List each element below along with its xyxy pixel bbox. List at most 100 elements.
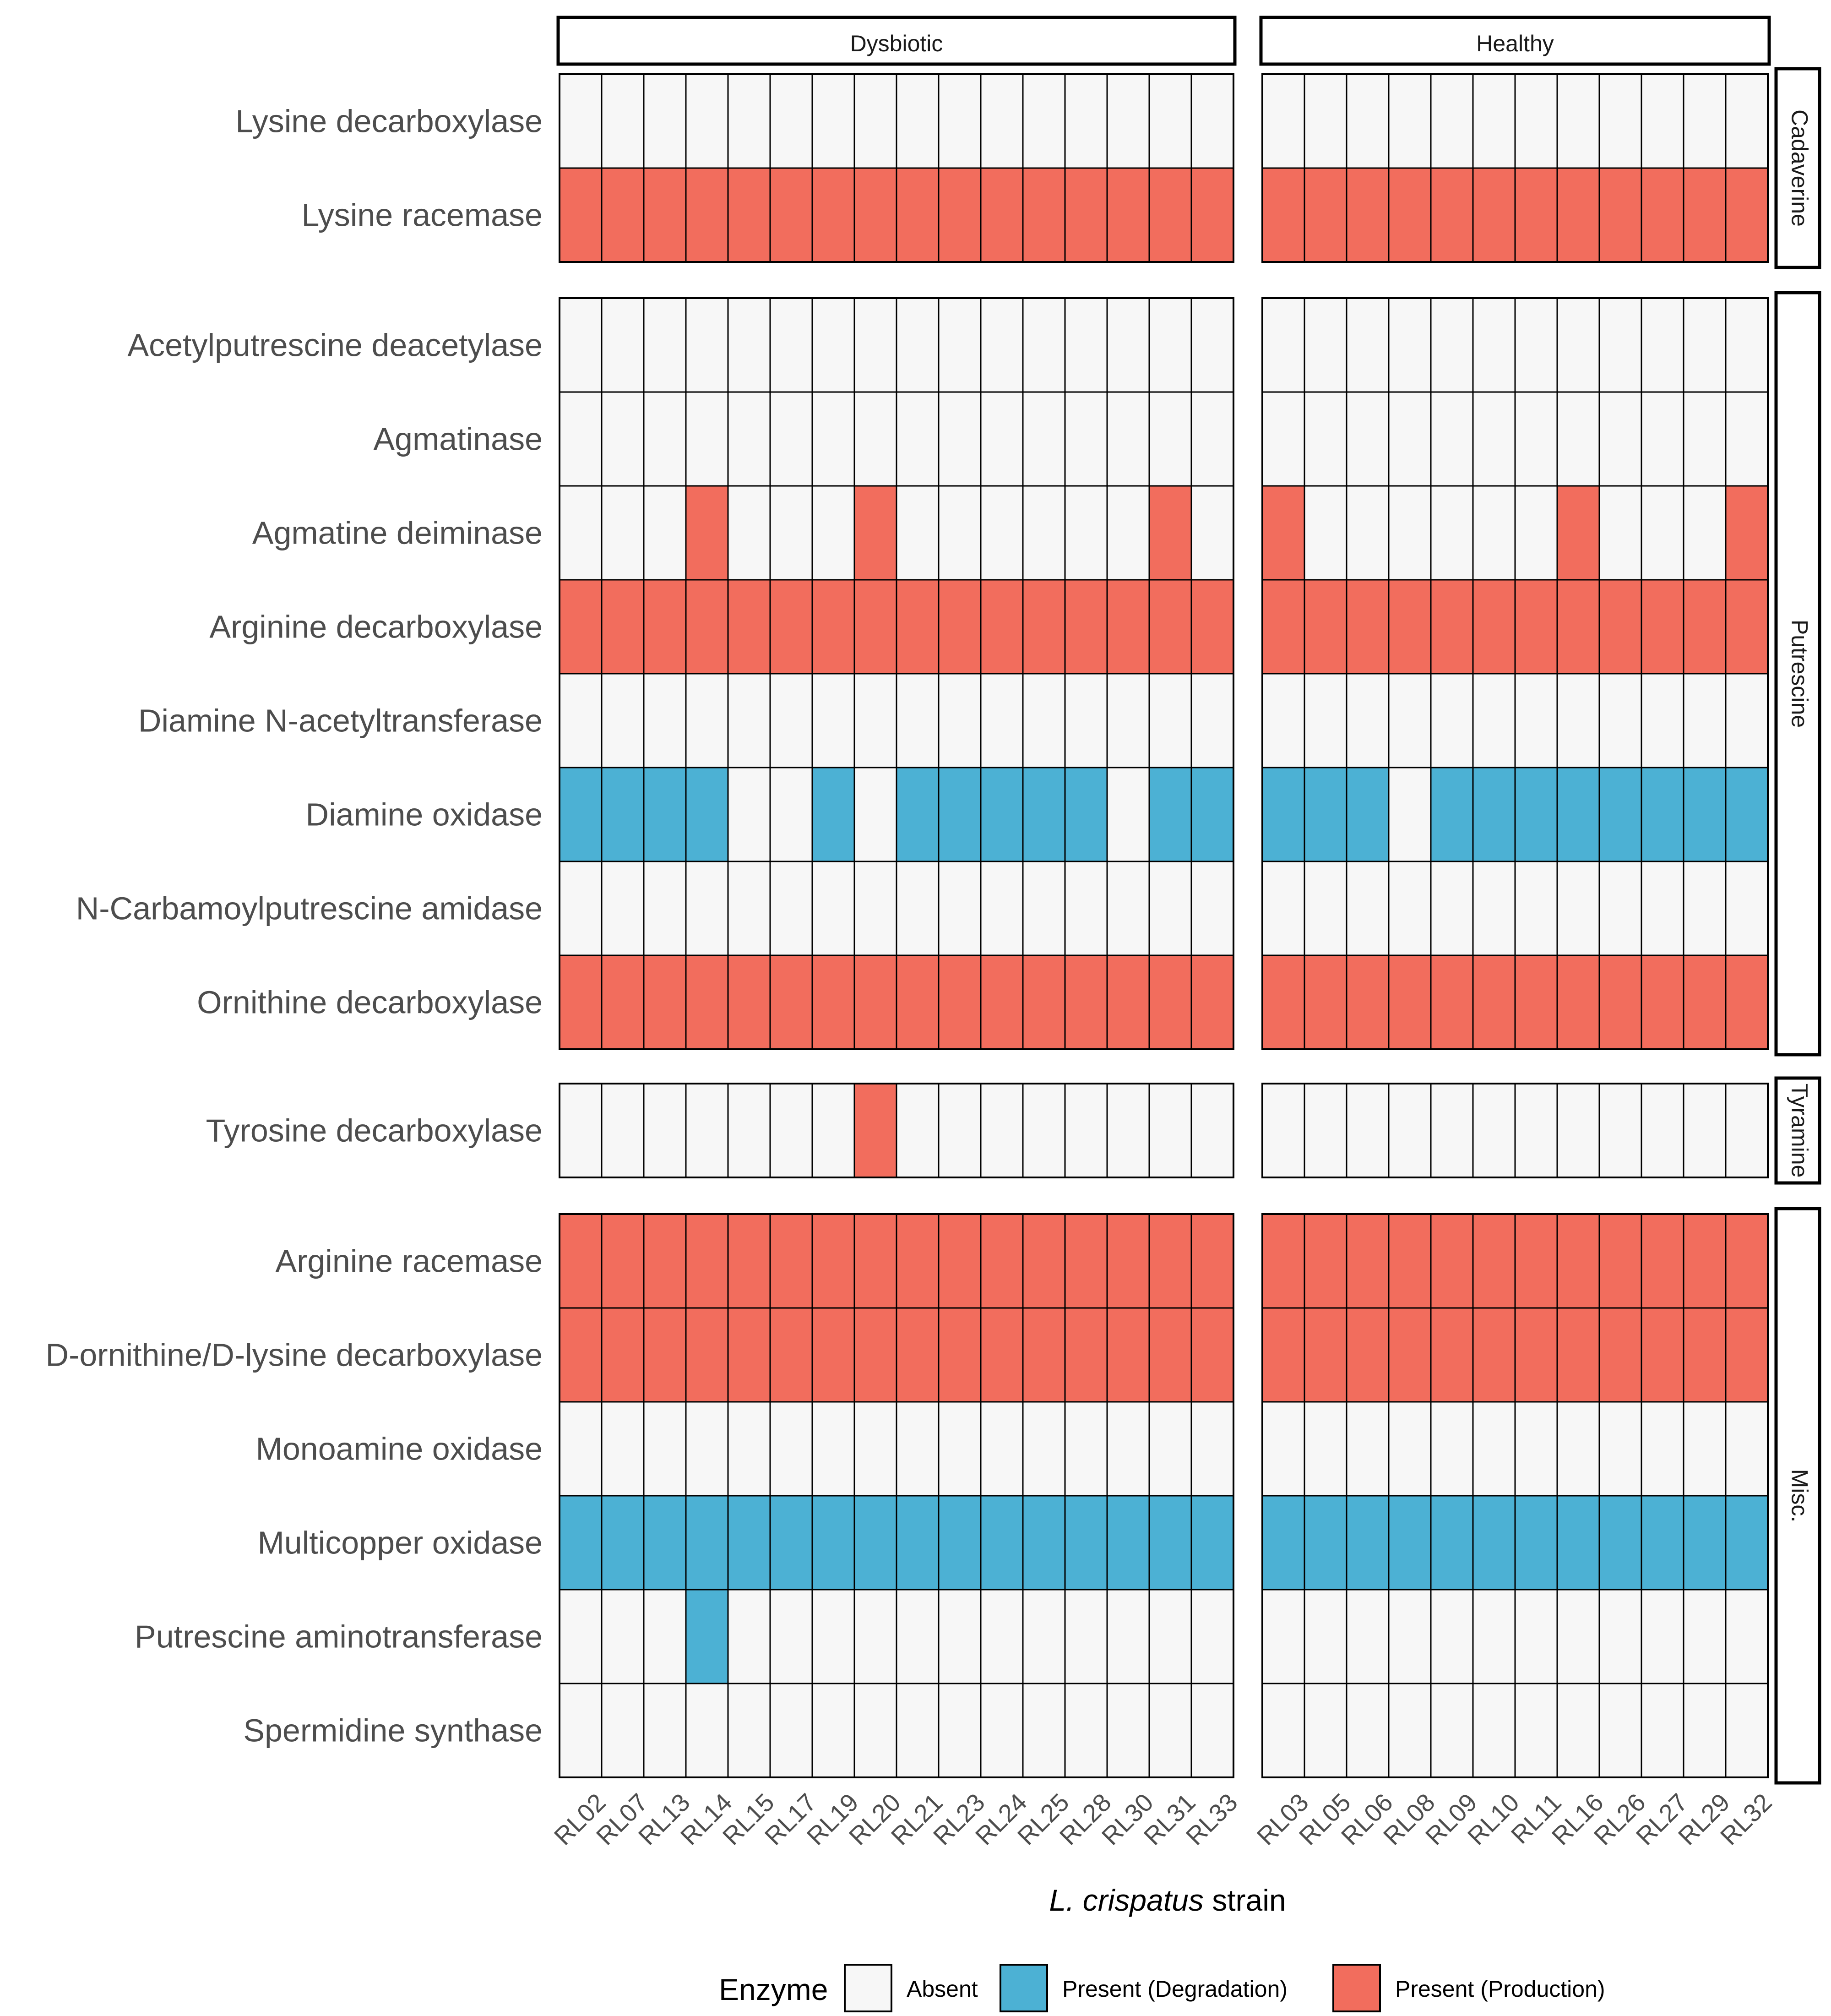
heatmap-cell: [1346, 1213, 1390, 1309]
heatmap-cell: [1725, 1213, 1769, 1309]
heatmap-cell: [1598, 1589, 1642, 1684]
heatmap-cell: [1683, 391, 1727, 487]
heatmap-cell: [1261, 391, 1305, 487]
heatmap-cell: [1064, 861, 1108, 956]
heatmap-cell: [1304, 861, 1347, 956]
heatmap-cell: [727, 579, 771, 675]
heatmap-cell: [1261, 1495, 1305, 1591]
heatmap-cell: [1190, 767, 1234, 862]
heatmap-cell: [980, 1083, 1024, 1178]
heatmap-cell: [1261, 579, 1305, 675]
heatmap-cell: [811, 673, 855, 768]
heatmap-cell: [1106, 1307, 1150, 1403]
heatmap-cell: [1725, 1307, 1769, 1403]
heatmap-cell: [938, 1589, 982, 1684]
heatmap-cell: [1304, 73, 1347, 169]
heatmap-cell: [980, 1495, 1024, 1591]
heatmap-cell: [1388, 1401, 1432, 1497]
heatmap-cell: [1556, 1083, 1600, 1178]
heatmap-cell: [601, 485, 645, 581]
heatmap-cell: [1190, 1495, 1234, 1591]
heatmap-cell: [980, 1683, 1024, 1778]
heatmap-cell: [1514, 485, 1558, 581]
heatmap-cell: [938, 1401, 982, 1497]
heatmap-cell: [1472, 954, 1516, 1050]
heatmap-cell: [1064, 391, 1108, 487]
heatmap-cell: [938, 954, 982, 1050]
heatmap-cell: [811, 167, 855, 263]
heatmap-cell: [1388, 485, 1432, 581]
heatmap-cell: [1641, 167, 1684, 263]
heatmap-cell: [896, 673, 940, 768]
heatmap-cell: [769, 579, 813, 675]
heatmap-cell: [1148, 673, 1192, 768]
heatmap-cell: [1388, 1589, 1432, 1684]
heatmap-cell: [1148, 167, 1192, 263]
heatmap-cell: [559, 485, 603, 581]
column-strip-dysbiotic: [556, 16, 1237, 66]
heatmap-cell: [601, 1401, 645, 1497]
row-label-monoamine-oxidase: Monoamine oxidase: [256, 1431, 543, 1467]
heatmap-cell: [938, 861, 982, 956]
heatmap-cell: [1022, 1401, 1066, 1497]
heatmap-cell: [1106, 167, 1150, 263]
heatmap-cell: [769, 1589, 813, 1684]
heatmap-cell: [727, 1683, 771, 1778]
heatmap-cell: [1148, 485, 1192, 581]
heatmap-cell: [811, 73, 855, 169]
heatmap-cell: [1064, 579, 1108, 675]
heatmap-cell: [1514, 391, 1558, 487]
column-strip-label-healthy: Healthy: [1476, 31, 1554, 56]
heatmap-cell: [643, 673, 687, 768]
heatmap-cell: [896, 485, 940, 581]
heatmap-cell: [1304, 1589, 1347, 1684]
heatmap-cell: [1514, 297, 1558, 393]
heatmap-cell: [1641, 1213, 1684, 1309]
heatmap-cell: [1430, 1083, 1474, 1178]
heatmap-cell: [685, 673, 729, 768]
heatmap-cell: [1064, 1401, 1108, 1497]
heatmap-cell: [1022, 1683, 1066, 1778]
heatmap-cell: [769, 1213, 813, 1309]
heatmap-cell: [1430, 767, 1474, 862]
heatmap-cell: [559, 861, 603, 956]
heatmap-cell: [1022, 485, 1066, 581]
heatmap-cell: [1472, 1589, 1516, 1684]
heatmap-cell: [811, 1589, 855, 1684]
heatmap-cell: [1430, 1401, 1474, 1497]
heatmap-cell: [980, 1589, 1024, 1684]
heatmap-cell: [1346, 861, 1390, 956]
heatmap-cell: [811, 767, 855, 862]
heatmap-cell: [896, 391, 940, 487]
heatmap-cell: [1598, 767, 1642, 862]
heatmap-cell: [1304, 767, 1347, 862]
heatmap-cell: [811, 1683, 855, 1778]
heatmap-cell: [1190, 579, 1234, 675]
heatmap-cell: [980, 673, 1024, 768]
heatmap-cell: [727, 1307, 771, 1403]
heatmap-cell: [643, 1213, 687, 1309]
panel-border: [559, 297, 1234, 1050]
heatmap-cell: [1556, 73, 1600, 169]
heatmap-cell: [601, 767, 645, 862]
heatmap-cell: [1430, 1213, 1474, 1309]
heatmap-cell: [896, 1683, 940, 1778]
legend-swatch-present-production: [1332, 1964, 1381, 2012]
heatmap-cell: [1514, 73, 1558, 169]
heatmap-cell: [1683, 1683, 1727, 1778]
heatmap-cell: [1148, 954, 1192, 1050]
heatmap-cell: [1190, 1083, 1234, 1178]
heatmap-cell: [1472, 73, 1516, 169]
heatmap-cell: [1641, 954, 1684, 1050]
heatmap-cell: [1148, 391, 1192, 487]
heatmap-cell: [1430, 485, 1474, 581]
heatmap-cell: [643, 1401, 687, 1497]
heatmap-cell: [1304, 1307, 1347, 1403]
heatmap-cell: [896, 1213, 940, 1309]
heatmap-cell: [896, 1083, 940, 1178]
heatmap-cell: [1598, 485, 1642, 581]
heatmap-cell: [1261, 1401, 1305, 1497]
heatmap-cell: [980, 167, 1024, 263]
heatmap-cell: [1304, 673, 1347, 768]
heatmap-cell: [811, 1083, 855, 1178]
